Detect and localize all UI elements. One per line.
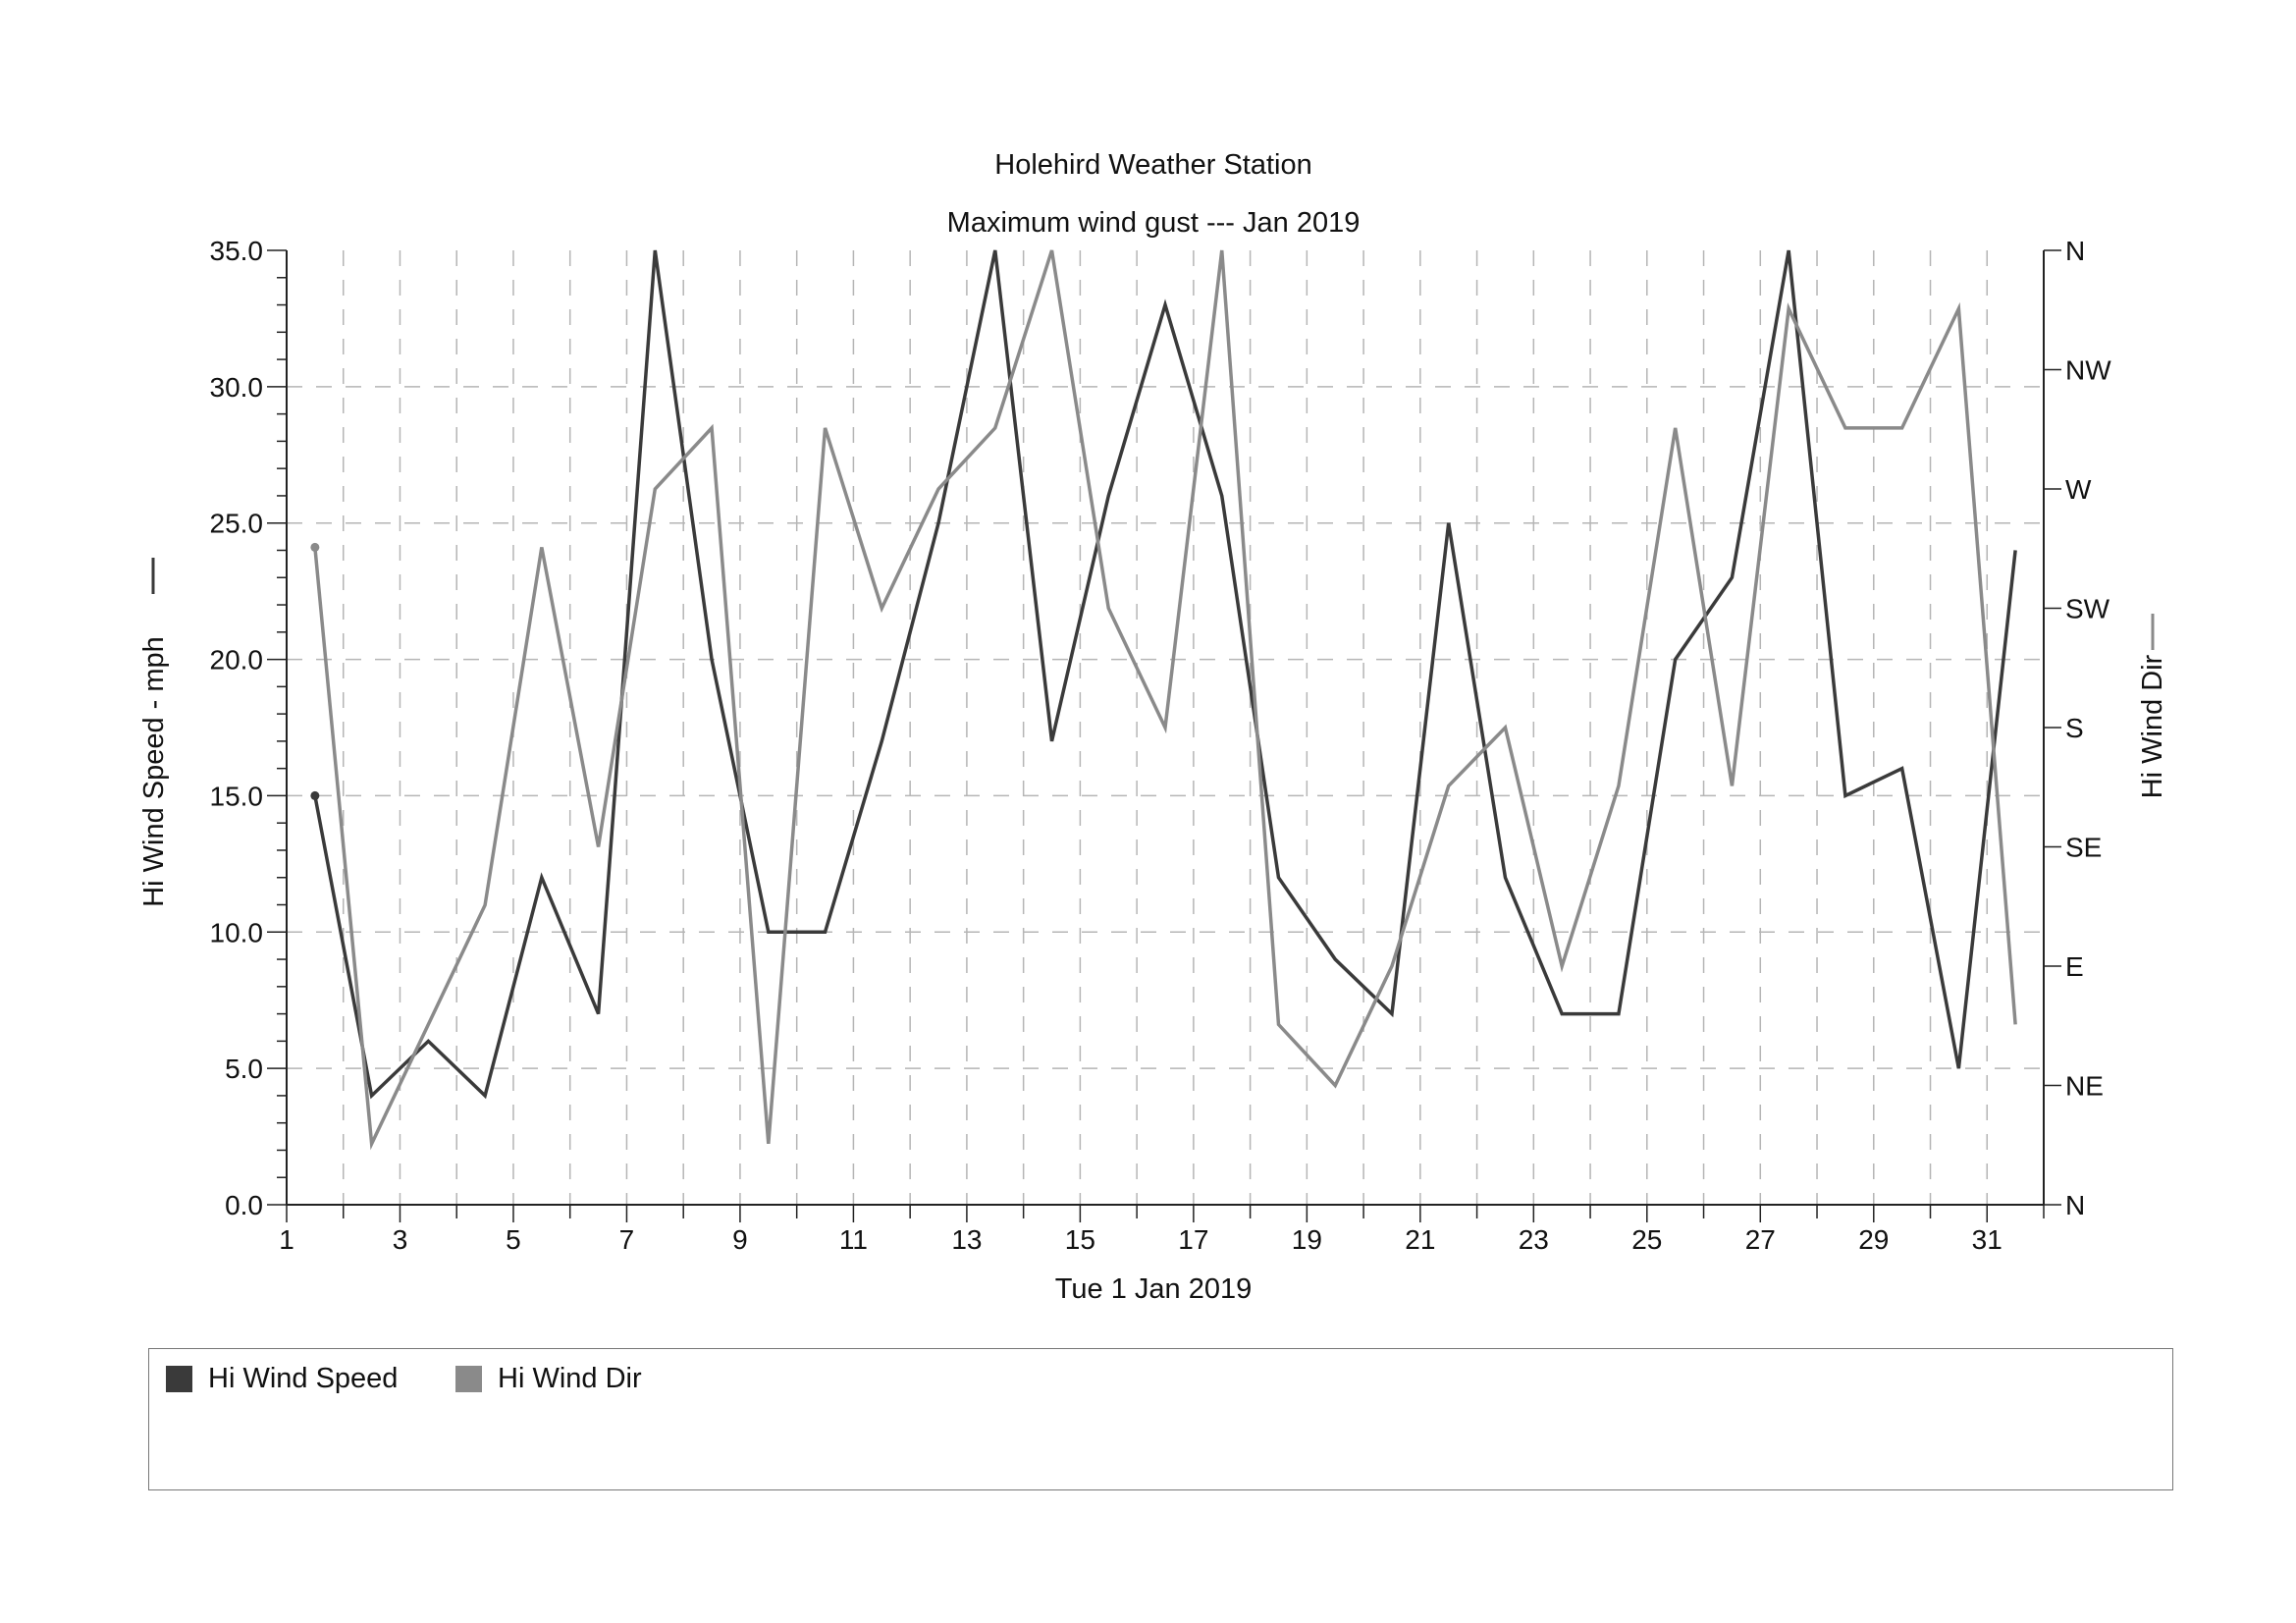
legend-swatch-hi-wind-speed <box>166 1366 192 1392</box>
legend-item-hi-wind-dir: Hi Wind Dir <box>455 1363 642 1395</box>
x-axis-label: Tue 1 Jan 2019 <box>1055 1273 1252 1305</box>
y2-tick-label: SE <box>2065 833 2102 863</box>
y2-tick-label: NW <box>2065 355 2111 386</box>
y2-tick-label: N <box>2065 236 2085 266</box>
legend-label-hi-wind-dir: Hi Wind Dir <box>498 1363 642 1394</box>
x-tick-label: 13 <box>951 1224 982 1255</box>
legend-label-hi-wind-speed: Hi Wind Speed <box>208 1363 399 1394</box>
y2-tick-label: SW <box>2065 594 2110 624</box>
x-tick-label: 5 <box>506 1224 521 1255</box>
chart-title: Holehird Weather Station <box>994 149 1311 181</box>
y-tick-label: 0.0 <box>225 1190 263 1220</box>
x-tick-label: 9 <box>732 1224 748 1255</box>
series-line-hi-wind-speed <box>313 249 2017 1100</box>
x-tick-label: 1 <box>279 1224 294 1255</box>
axes: 0.0 5.0 10.0 15.0 20.0 25.0 30.0 35.0 N NE E SE S SW W… <box>210 236 2112 1255</box>
y-tick-label: 5.0 <box>225 1054 263 1084</box>
x-tick-label: 31 <box>1972 1224 2002 1255</box>
y2-axis-label: Hi Wind Dir <box>2137 654 2168 798</box>
axis-labels: Holehird Weather Station Maximum wind gu… <box>138 149 2168 1305</box>
x-tick-label: 27 <box>1745 1224 1776 1255</box>
y2-tick-label: S <box>2065 713 2084 743</box>
x-tick-label: 19 <box>1292 1224 1322 1255</box>
x-tick-label: 23 <box>1519 1224 1549 1255</box>
series-layer <box>310 249 2017 1151</box>
y2-tick-label: W <box>2065 474 2092 505</box>
x-tick-label: 7 <box>619 1224 635 1255</box>
legend-item-hi-wind-speed: Hi Wind Speed <box>166 1363 398 1395</box>
series-start-point <box>310 790 320 800</box>
y-tick-label: 10.0 <box>210 917 264 947</box>
legend: Hi Wind Speed Hi Wind Dir <box>148 1348 2173 1490</box>
y-tick-label: 25.0 <box>210 509 264 539</box>
y2-tick-label: NE <box>2065 1071 2104 1102</box>
x-tick-label: 29 <box>1858 1224 1889 1255</box>
chart-subtitle: Maximum wind gust --- Jan 2019 <box>947 207 1361 239</box>
x-tick-label: 25 <box>1631 1224 1662 1255</box>
grid-lines <box>287 250 2044 1205</box>
y-axis-label: Hi Wind Speed - mph <box>138 636 170 907</box>
series-start-point <box>310 542 320 552</box>
y2-tick-label: E <box>2065 951 2084 982</box>
x-tick-label: 3 <box>393 1224 408 1255</box>
x-tick-label: 17 <box>1178 1224 1208 1255</box>
legend-swatch-hi-wind-dir <box>455 1366 482 1392</box>
x-tick-label: 11 <box>839 1224 868 1255</box>
x-tick-label: 15 <box>1065 1224 1095 1255</box>
y-tick-label: 35.0 <box>210 236 264 266</box>
y-tick-label: 15.0 <box>210 781 264 811</box>
x-tick-label: 21 <box>1405 1224 1435 1255</box>
y-tick-label: 30.0 <box>210 372 264 403</box>
y2-tick-label: N <box>2065 1190 2085 1220</box>
series-line-hi-wind-dir <box>313 249 2017 1151</box>
y-tick-label: 20.0 <box>210 645 264 676</box>
